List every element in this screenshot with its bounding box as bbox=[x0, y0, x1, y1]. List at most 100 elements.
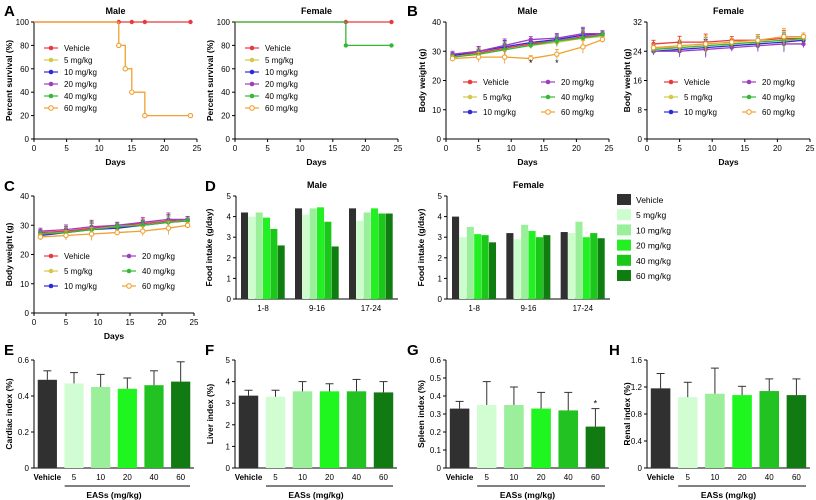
chart-B-female-data-point bbox=[676, 43, 683, 49]
panel-label-B: B bbox=[407, 3, 418, 20]
chart-H-bar bbox=[732, 395, 752, 468]
chart-A-male-xtick-label: 10 bbox=[95, 144, 104, 153]
chart-A-female-legend-marker bbox=[249, 105, 255, 111]
chart-D-legend-label: 60 mg/kg bbox=[636, 271, 671, 281]
chart-A-female-legend-label: 20 mg/kg bbox=[265, 80, 298, 89]
chart-D-male-bar bbox=[270, 228, 278, 299]
chart-A-female-title: Female bbox=[301, 6, 332, 16]
chart-G-bar bbox=[531, 408, 551, 468]
chart-A-male-legend-label: 5 mg/kg bbox=[64, 56, 92, 65]
chart-C-data-point bbox=[114, 229, 120, 236]
chart-G-ytick-label: 0.5 bbox=[430, 374, 442, 383]
chart-C-ytick-label: 40 bbox=[20, 192, 29, 201]
chart-G-ytick-label: 0.4 bbox=[430, 392, 442, 401]
chart-B-male-y-axis-label: Body weight (g) bbox=[417, 48, 427, 112]
chart-F-bar bbox=[238, 395, 259, 468]
chart-D-legend-label: 10 mg/kg bbox=[636, 225, 671, 235]
chart-C-data-point bbox=[88, 231, 95, 237]
chart-A-female-legend-label: 40 mg/kg bbox=[265, 92, 298, 101]
chart-B-female-series-line-0 bbox=[653, 37, 804, 45]
chart-C-legend-marker bbox=[48, 268, 54, 274]
chart-A-male-legend-marker bbox=[48, 69, 54, 75]
chart-D-female-ytick-label: 2 bbox=[438, 254, 443, 263]
chart-H-xtick-label: 40 bbox=[765, 473, 774, 482]
chart-A-female-xtick-label: 5 bbox=[265, 144, 270, 153]
chart-D-female-y-axis-label: Food intake (g/day) bbox=[416, 208, 426, 286]
chart-F-ytick-label: 4 bbox=[226, 378, 231, 387]
chart-B-male-significance-marker: * bbox=[529, 58, 533, 68]
chart-B-male-xtick-label: 5 bbox=[476, 144, 481, 153]
chart-H-bar bbox=[759, 391, 780, 468]
chart-B-male-data-point bbox=[475, 54, 482, 60]
chart-D-male-xtick-label: 1-8 bbox=[257, 304, 269, 313]
chart-A-female-legend-label: 10 mg/kg bbox=[265, 68, 298, 77]
chart-C-data-point bbox=[140, 228, 146, 234]
chart-D-female-bar bbox=[590, 233, 598, 299]
chart-A-male-xtick-label: 15 bbox=[127, 144, 136, 153]
chart-G-x-axis-label: EASs (mg/kg) bbox=[500, 490, 555, 500]
chart-D-female-ytick-label: 4 bbox=[438, 213, 443, 222]
chart-E-xtick-label: 40 bbox=[150, 473, 159, 482]
chart-B-male-series-line-4 bbox=[452, 34, 603, 58]
chart-B-male-title: Male bbox=[517, 6, 537, 16]
chart-C-data-point bbox=[165, 225, 172, 231]
chart-B-female-legend-label: 10 mg/kg bbox=[684, 108, 717, 117]
chart-B-male-legend-label: 20 mg/kg bbox=[561, 78, 594, 87]
chart-G-significance-marker: * bbox=[594, 399, 598, 409]
chart-A-male-data-point bbox=[129, 19, 134, 25]
chart-F-xtick-label: Vehicle bbox=[235, 473, 263, 482]
chart-D-legend-swatch bbox=[617, 194, 631, 205]
chart-E-bar bbox=[117, 388, 137, 468]
chart-B-male-ytick-label: 20 bbox=[432, 77, 441, 86]
chart-B-male-ytick-label: 0 bbox=[437, 135, 442, 144]
chart-E-ytick-label: 0.2 bbox=[18, 428, 30, 437]
chart-B-female-data-point bbox=[755, 37, 761, 44]
chart-D-male-bar bbox=[331, 246, 339, 299]
chart-B-female-data-point bbox=[801, 41, 806, 47]
chart-B-female-legend-marker bbox=[668, 109, 674, 115]
chart-A-female-data-point bbox=[389, 43, 394, 48]
chart-D-male-bar bbox=[371, 208, 379, 299]
chart-H-ytick-label: 1.6 bbox=[631, 356, 643, 365]
chart-B-female-ytick-label: 16 bbox=[633, 77, 642, 86]
chart-E-xtick-label: 60 bbox=[176, 473, 185, 482]
chart-B-female-data-point bbox=[650, 44, 657, 51]
chart-D-male-bar bbox=[248, 216, 256, 299]
chart-D-male-ytick-label: 1 bbox=[227, 274, 232, 283]
chart-F-ytick-label: 1 bbox=[226, 442, 231, 451]
chart-A-female-ytick-label: 80 bbox=[221, 41, 230, 50]
chart-B-male-xtick-label: 20 bbox=[572, 144, 581, 153]
chart-D-male-bar bbox=[302, 214, 310, 299]
chart-B-female-ytick-label: 24 bbox=[633, 47, 642, 56]
chart-G-ytick-label: 0.6 bbox=[430, 356, 442, 365]
panel-label-F: F bbox=[205, 342, 214, 359]
chart-D-female-bar bbox=[568, 233, 576, 299]
chart-A-female-legend-label: 60 mg/kg bbox=[265, 104, 298, 113]
chart-C-legend-marker bbox=[48, 253, 54, 259]
chart-B-male-data-point bbox=[449, 55, 456, 62]
chart-B-male-data-point bbox=[599, 36, 606, 43]
chart-C-legend-label: 20 mg/kg bbox=[142, 252, 175, 261]
chart-E-x-axis-label: EASs (mg/kg) bbox=[86, 490, 141, 500]
panel-label-D: D bbox=[205, 178, 216, 195]
chart-A-male-legend-marker bbox=[48, 93, 54, 99]
chart-B-male-legend-label: 10 mg/kg bbox=[483, 108, 516, 117]
chart-B-female-legend-marker bbox=[746, 109, 752, 115]
chart-D-male-y-axis-label: Food intake (g/day) bbox=[204, 208, 214, 286]
chart-A-female-ytick-label: 0 bbox=[226, 135, 231, 144]
chart-C-legend-label: 60 mg/kg bbox=[142, 282, 175, 291]
chart-A-female-series-line-1 bbox=[235, 21, 392, 47]
chart-F-bar bbox=[319, 391, 340, 468]
chart-H-ytick-label: 0.4 bbox=[631, 437, 643, 446]
chart-A-male-legend-label: 20 mg/kg bbox=[64, 80, 97, 89]
chart-D-male-bar bbox=[255, 212, 263, 299]
chart-B-male-ytick-label: 40 bbox=[432, 18, 441, 27]
chart-D-legend-swatch bbox=[617, 224, 631, 236]
chart-D-male-bar bbox=[378, 213, 386, 299]
chart-A-male-title: Male bbox=[105, 6, 125, 16]
chart-B-male-xtick-label: 10 bbox=[507, 144, 516, 153]
chart-F-xtick-label: 40 bbox=[352, 473, 361, 482]
chart-D-female-bar bbox=[582, 237, 590, 299]
chart-B-female-data-point bbox=[800, 33, 807, 40]
